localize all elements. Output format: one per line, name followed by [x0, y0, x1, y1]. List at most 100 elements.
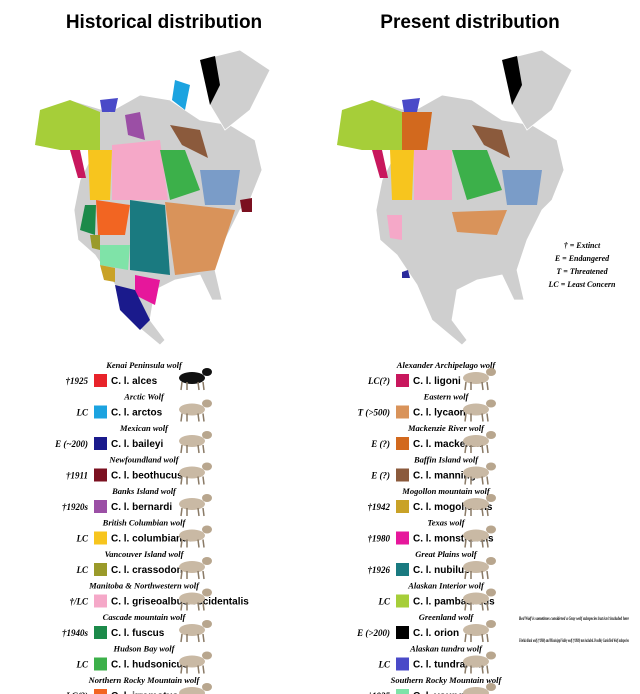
wolf-body [463, 403, 489, 416]
status: LC [75, 660, 88, 670]
wolf-head [486, 651, 496, 660]
wolf-illustration [179, 620, 212, 643]
wolf-head [486, 525, 496, 534]
wolf-illustration [179, 399, 212, 422]
common-name: Eastern wolf [423, 392, 470, 402]
status: †1926 [368, 565, 391, 575]
map-historical [34, 49, 271, 346]
notes: Red Wolf is sometimes considered a Gray … [519, 617, 630, 644]
latin-name: C. l. columbianus [111, 534, 194, 545]
common-name: Northern Rocky Mountain wolf [88, 675, 201, 685]
wolf-body [179, 372, 205, 384]
wolf-legs [180, 602, 205, 611]
wolf-head [486, 557, 496, 565]
wolf-legs [180, 665, 205, 674]
wolf-illustration [179, 557, 212, 580]
wolf-illustration [463, 368, 496, 391]
color-swatch [94, 468, 107, 482]
wolf-illustration [179, 683, 212, 694]
map-present [336, 49, 573, 346]
common-name: Great Plains wolf [415, 549, 478, 559]
common-name: Alaskan tundra wolf [409, 644, 483, 654]
wolf-head [486, 399, 496, 408]
wolf-head [202, 525, 212, 534]
wolf-body [179, 466, 205, 479]
wolf-illustration [179, 431, 212, 454]
status: LC [75, 534, 88, 544]
status: †1980 [368, 534, 391, 544]
wolf-head [202, 683, 212, 691]
wolf-legs [464, 444, 489, 454]
color-swatch [94, 563, 107, 576]
wolf-head [486, 494, 496, 502]
wolf-body [179, 687, 205, 694]
wolf-illustration [463, 651, 496, 674]
color-swatch [94, 594, 107, 608]
wolf-head [486, 462, 496, 471]
wolf-legs [464, 381, 489, 391]
status: E (>200) [356, 628, 390, 638]
wolf-legs [180, 539, 205, 548]
latin-name: C. l. monstrabilis [413, 534, 494, 545]
wolf-body [179, 655, 205, 668]
status: LC [377, 597, 390, 607]
status: †1935 [368, 691, 391, 694]
status: †/LC [69, 597, 88, 607]
latin-name: C. l. youngi [413, 691, 467, 694]
common-name: Alexander Archipelago wolf [396, 360, 497, 370]
wolf-body [179, 403, 205, 416]
color-swatch [396, 657, 409, 671]
wolf-legs [464, 602, 489, 611]
wolf-illustration [463, 431, 496, 454]
latin-name: C. l. mogollensis [413, 502, 493, 513]
wolf-illustration [463, 620, 496, 643]
status: LC(?) [65, 691, 88, 694]
latin-name: C. l. orion [413, 628, 459, 639]
status: †1920s [62, 502, 89, 512]
wolf-illustration [179, 651, 212, 674]
wolf-body [463, 435, 489, 447]
legend-entry: LC = Least Concern [547, 280, 616, 289]
status: †1940s [62, 628, 89, 638]
wolf-head [202, 620, 212, 628]
common-name: Greenland wolf [419, 612, 475, 622]
wolf-illustration [463, 557, 496, 580]
status: E (?) [370, 439, 390, 449]
wolf-head [486, 431, 496, 439]
color-swatch [396, 689, 409, 694]
status: LC [377, 660, 390, 670]
status: E (?) [370, 471, 390, 481]
common-name: Mogollon mountain wolf [401, 486, 491, 496]
wolf-illustration [179, 494, 212, 517]
latin-name: C. l. mackenzii [413, 439, 482, 450]
color-swatch [396, 563, 409, 576]
wolf-body [179, 498, 205, 510]
latin-name: C. l. bernardi [111, 502, 172, 513]
color-swatch [94, 405, 107, 419]
wolf-legs [180, 570, 205, 580]
status: †1942 [368, 502, 391, 512]
status: LC(?) [367, 376, 390, 386]
common-name: Newfoundland wolf [108, 455, 179, 465]
wolf-legs [180, 413, 205, 422]
color-swatch [396, 626, 409, 639]
wolf-illustration [463, 462, 496, 485]
status: E (~200) [54, 439, 88, 449]
color-swatch [94, 657, 107, 671]
wolf-body [179, 592, 205, 605]
legend-entry: T = Threatened [556, 267, 608, 276]
wolf-legs [180, 507, 205, 517]
status: LC [75, 565, 88, 575]
title-historical: Historical distribution [66, 12, 262, 33]
wolf-legs [464, 413, 489, 422]
wolf-head [486, 620, 496, 628]
common-name: Baffin Island wolf [413, 455, 479, 465]
latin-name: C. l. arctos [111, 408, 163, 419]
common-name: British Columbian wolf [102, 518, 187, 528]
wolf-head [202, 368, 212, 376]
color-swatch [94, 626, 107, 639]
wolf-illustration [179, 368, 212, 391]
common-name: Arctic Wolf [123, 392, 165, 402]
legend-entry: † = Extinct [564, 241, 601, 250]
